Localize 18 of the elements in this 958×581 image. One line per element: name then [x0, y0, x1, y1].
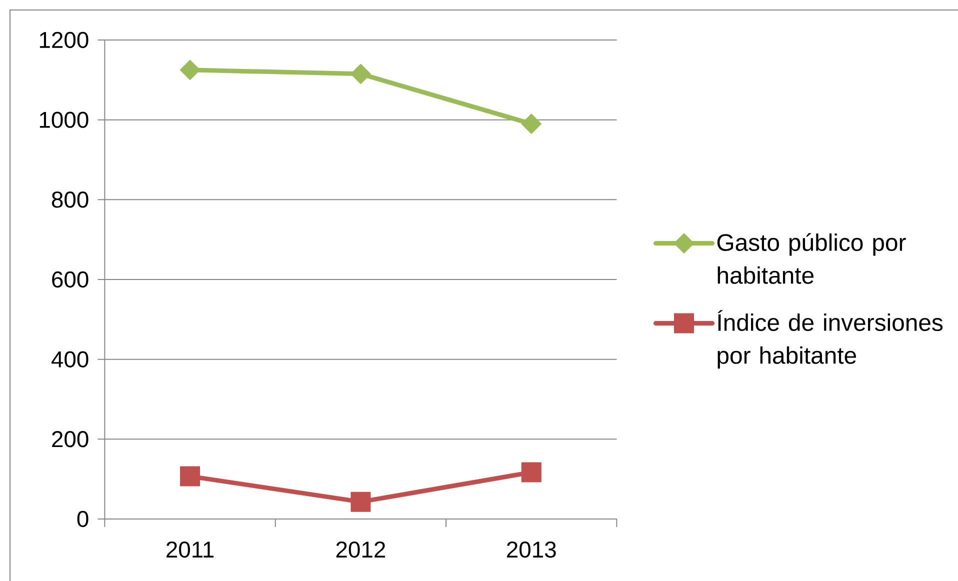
point	[521, 462, 542, 482]
point	[350, 64, 371, 84]
x-tick-label: 2012	[336, 542, 386, 558]
y-tick-label: 1000	[40, 112, 88, 128]
legend-label: Gasto público por habitante	[717, 233, 906, 284]
point	[180, 466, 200, 486]
x-tick-label: 2013	[507, 542, 556, 558]
point	[350, 492, 371, 512]
y-tick-label: 1200	[40, 32, 88, 48]
y-tick-label: 600	[52, 271, 88, 288]
point	[180, 60, 200, 80]
y-tick-label: 200	[52, 431, 88, 448]
y-tick-label: 0	[77, 510, 88, 528]
legend-label: Índice de inversiones por habitante	[718, 310, 943, 369]
x-tick-label: 2011	[166, 542, 214, 558]
point	[521, 114, 542, 134]
y-tick-label: 800	[52, 192, 88, 208]
y-tick-label: 400	[51, 351, 88, 368]
